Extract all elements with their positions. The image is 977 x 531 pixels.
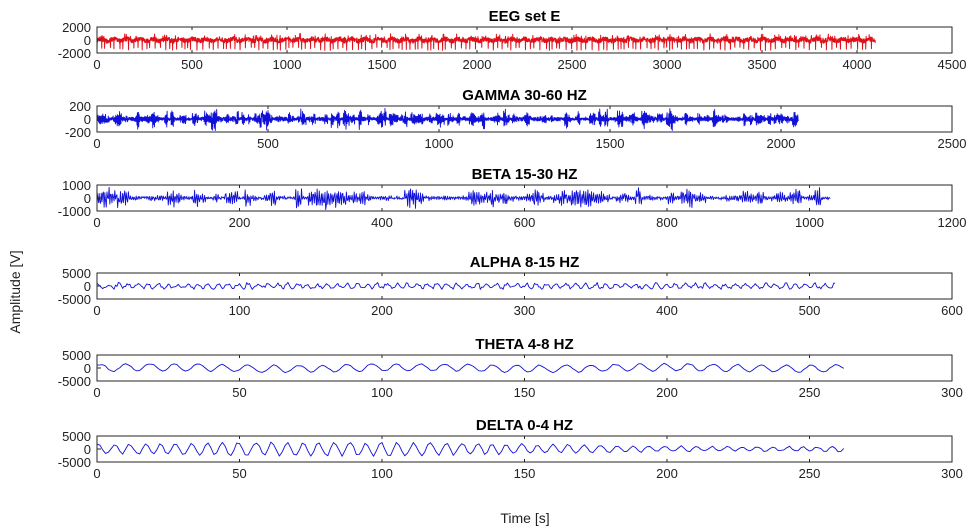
x-tick-label: 300 [941, 466, 963, 481]
x-tick-label: 100 [229, 303, 251, 318]
y-tick-label: 1000 [62, 178, 91, 193]
x-tick-label: 500 [799, 303, 821, 318]
x-tick-label: 2500 [558, 57, 587, 72]
x-tick-label: 3000 [653, 57, 682, 72]
x-tick-label: 300 [941, 385, 963, 400]
axes-box [96, 435, 953, 463]
x-tick-label: 100 [371, 466, 393, 481]
signal-line [96, 33, 876, 51]
y-tick-label: 5000 [62, 429, 91, 444]
x-tick-label: 400 [656, 303, 678, 318]
subplot-title: ALPHA 8-15 HZ [470, 254, 579, 271]
x-tick-label: 150 [514, 385, 536, 400]
subplot-title: DELTA 0-4 HZ [476, 417, 573, 434]
signal-line [96, 441, 845, 457]
x-tick-label: 200 [656, 385, 678, 400]
y-tick-label: 0 [84, 361, 91, 376]
y-tick-label: -2000 [58, 46, 91, 61]
subplot-title: EEG set E [489, 8, 561, 25]
x-tick-label: 0 [93, 136, 100, 151]
x-tick-label: 1000 [425, 136, 454, 151]
x-tick-label: 0 [93, 466, 100, 481]
x-tick-label: 1500 [368, 57, 397, 72]
y-tick-label: -5000 [58, 374, 91, 389]
y-tick-label: -5000 [58, 455, 91, 470]
axes-box [96, 354, 953, 382]
x-tick-label: 0 [93, 385, 100, 400]
x-tick-label: 100 [371, 385, 393, 400]
x-axis-label: Time [s] [500, 510, 549, 526]
x-tick-label: 0 [93, 57, 100, 72]
subplot-title: THETA 4-8 HZ [475, 336, 573, 353]
subplot-3: BETA 15-30 HZ0 200 400 600 800 1000 120010000-… [58, 166, 967, 230]
x-tick-label: 500 [181, 57, 203, 72]
signal-line [96, 108, 799, 131]
x-tick-label: 200 [229, 215, 251, 230]
signal-line [96, 362, 844, 374]
x-tick-label: 250 [799, 385, 821, 400]
signal-line [96, 186, 831, 210]
y-axis-label: Amplitude [V] [7, 250, 23, 333]
x-tick-label: 150 [514, 466, 536, 481]
y-tick-label: -5000 [58, 292, 91, 307]
x-tick-label: 4500 [938, 57, 967, 72]
x-tick-label: 1000 [795, 215, 824, 230]
y-tick-label: 0 [84, 191, 91, 206]
x-tick-label: 50 [232, 466, 246, 481]
y-tick-label: -1000 [58, 204, 91, 219]
subplot-1: EEG set E 0 500 1000 1500 2000 2500 3000 3500 400… [58, 8, 967, 72]
y-tick-label: -200 [65, 125, 91, 140]
y-tick-label: 2000 [62, 20, 91, 35]
x-tick-label: 400 [371, 215, 393, 230]
x-tick-label: 2500 [938, 136, 967, 151]
x-tick-label: 500 [257, 136, 279, 151]
y-tick-label: 5000 [62, 266, 91, 281]
x-tick-label: 200 [371, 303, 393, 318]
x-tick-label: 300 [514, 303, 536, 318]
signal-line [96, 281, 836, 290]
y-tick-label: 0 [84, 112, 91, 127]
x-tick-label: 600 [514, 215, 536, 230]
x-tick-label: 4000 [843, 57, 872, 72]
x-tick-label: 200 [656, 466, 678, 481]
x-tick-label: 250 [799, 466, 821, 481]
x-tick-label: 50 [232, 385, 246, 400]
x-tick-label: 1500 [596, 136, 625, 151]
subplot-4: ALPHA 8-15 HZ0 100 200 300 400 500 60050000-50… [58, 254, 963, 318]
x-tick-label: 1200 [938, 215, 967, 230]
subplot-title: GAMMA 30-60 HZ [462, 87, 586, 104]
subplot-2: GAMMA 30-60 HZ0 500 1000 1500 2000 25002000-2… [65, 87, 966, 151]
y-tick-label: 5000 [62, 348, 91, 363]
subplot-title: BETA 15-30 HZ [472, 166, 578, 183]
y-tick-label: 200 [69, 99, 91, 114]
x-tick-label: 2000 [463, 57, 492, 72]
x-tick-label: 800 [656, 215, 678, 230]
x-tick-label: 600 [941, 303, 963, 318]
y-tick-label: 0 [84, 442, 91, 457]
x-tick-label: 3500 [748, 57, 777, 72]
x-tick-label: 0 [93, 215, 100, 230]
y-tick-label: 0 [84, 279, 91, 294]
x-tick-label: 0 [93, 303, 100, 318]
y-tick-label: 0 [84, 33, 91, 48]
x-tick-label: 1000 [273, 57, 302, 72]
x-tick-label: 2000 [767, 136, 796, 151]
